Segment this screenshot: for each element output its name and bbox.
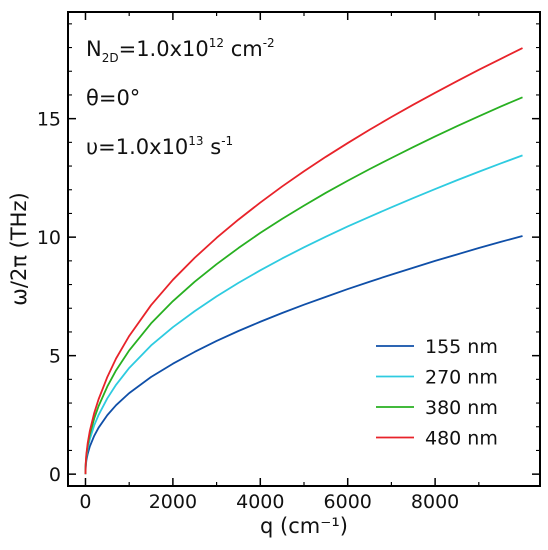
annotation-angle: θ=0° xyxy=(86,86,140,110)
series-line-3 xyxy=(84,96,523,475)
series-lines xyxy=(84,47,523,475)
y-tick-label: 15 xyxy=(37,109,61,131)
y-tick-labels: 0 5 10 15 xyxy=(37,109,61,486)
legend-label: 380 nm xyxy=(425,397,498,419)
annotation-collision: υ=1.0x1013 s-1 xyxy=(86,134,233,159)
x-tick-label: 6000 xyxy=(324,491,372,513)
x-tick-label: 4000 xyxy=(236,491,284,513)
x-axis-label: q (cm⁻¹) xyxy=(260,514,348,538)
x-tick-label: 2000 xyxy=(149,491,197,513)
legend: 155 nm 270 nm 380 nm 480 nm xyxy=(376,336,498,450)
y-tick-label: 0 xyxy=(49,464,61,486)
series-line-4 xyxy=(84,47,523,475)
series-line-1 xyxy=(84,235,523,475)
y-tick-label: 10 xyxy=(37,227,61,249)
series-line-2 xyxy=(84,154,523,475)
axis-ticks xyxy=(68,12,540,486)
x-tick-label: 0 xyxy=(79,491,91,513)
legend-label: 480 nm xyxy=(425,428,498,450)
x-tick-label: 8000 xyxy=(411,491,459,513)
y-axis-label: ω/2π (THz) xyxy=(7,192,31,305)
legend-label: 270 nm xyxy=(425,367,498,389)
x-tick-labels: 0 2000 4000 6000 8000 xyxy=(79,491,459,513)
y-tick-label: 5 xyxy=(49,346,61,368)
annotation-density: N2D=1.0x1012 cm-2 xyxy=(86,36,275,65)
legend-label: 155 nm xyxy=(425,336,498,358)
